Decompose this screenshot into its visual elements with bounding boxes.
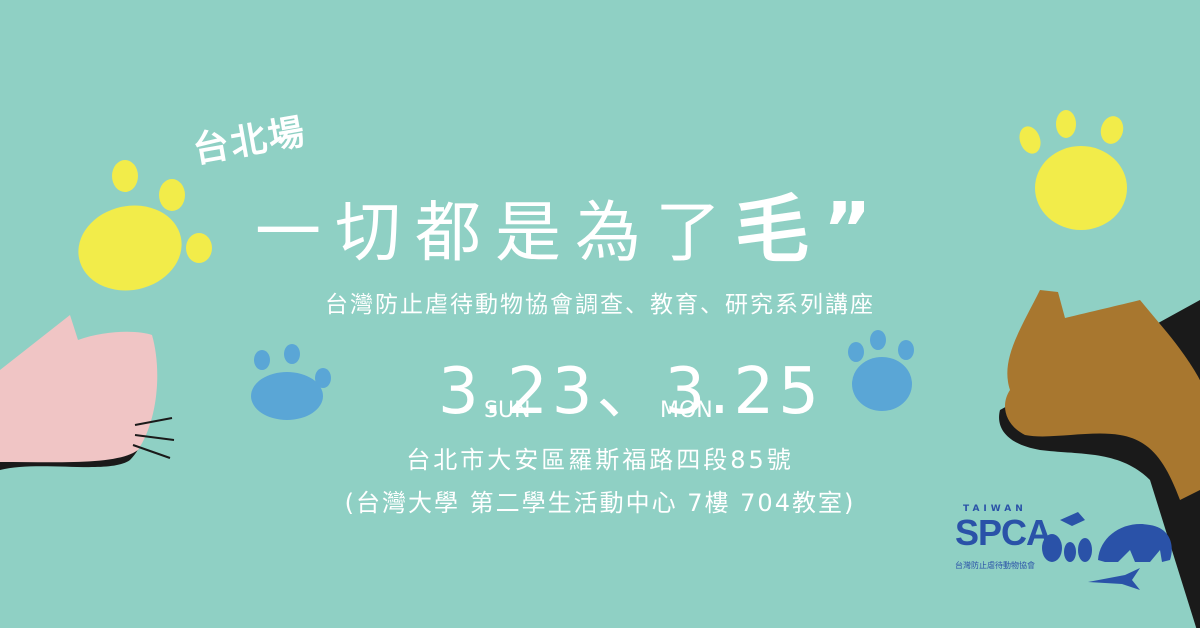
blue-paw-left-icon <box>251 344 331 420</box>
yellow-paw-right-icon <box>1019 110 1127 230</box>
logo-taiwan-text: TAIWAN <box>963 504 1027 514</box>
subtitle: 台灣防止虐待動物協會調查、教育、研究系列講座 <box>325 292 875 318</box>
event-venue: (台灣大學 第二學生活動中心 7樓 704教室) <box>344 489 856 517</box>
day-label-2: MON <box>660 398 713 423</box>
pink-cat-icon <box>0 315 175 628</box>
main-title: 一切都是為了毛” <box>255 170 886 277</box>
brown-dog-icon <box>999 290 1200 628</box>
yellow-paw-left-icon <box>78 160 212 291</box>
event-dates: 3.23、3.25 <box>438 355 823 429</box>
main-title-emphasis: 毛” <box>735 187 886 273</box>
logo-org-name: 台灣防止虐待動物協會 <box>955 561 1035 570</box>
logo-spca-text: SPCA <box>955 512 1052 553</box>
day-label-1: SUN <box>484 398 531 423</box>
blue-paw-right-icon <box>848 330 914 411</box>
event-address: 台北市大安區羅斯福路四段85號 <box>406 446 794 474</box>
logo-animals-icon <box>1042 512 1172 590</box>
main-title-text: 一切都是為了 <box>255 194 735 271</box>
